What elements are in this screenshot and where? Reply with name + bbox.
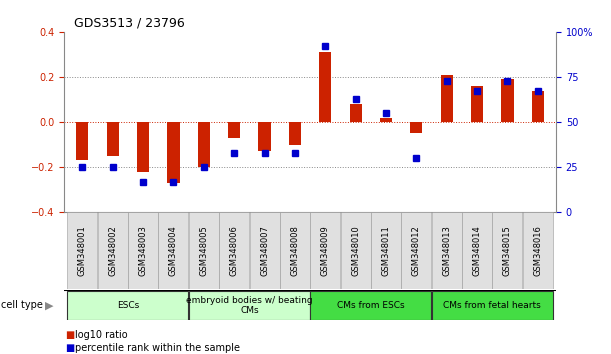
Bar: [189, 212, 219, 289]
Bar: [137, 122, 149, 172]
Bar: [462, 212, 492, 289]
Text: GDS3513 / 23796: GDS3513 / 23796: [74, 16, 185, 29]
Text: ▶: ▶: [45, 300, 53, 310]
Bar: [441, 75, 453, 122]
Bar: [401, 212, 431, 289]
Bar: [310, 291, 431, 320]
Bar: [319, 52, 331, 122]
Text: GSM348010: GSM348010: [351, 225, 360, 276]
Bar: [523, 212, 553, 289]
Bar: [76, 122, 89, 160]
Bar: [67, 212, 97, 289]
Text: GSM348016: GSM348016: [533, 225, 543, 276]
Bar: [249, 212, 280, 289]
Bar: [471, 86, 483, 122]
Text: GSM348007: GSM348007: [260, 225, 269, 276]
Bar: [349, 104, 362, 122]
Text: ESCs: ESCs: [117, 301, 139, 310]
Bar: [219, 212, 249, 289]
Bar: [492, 212, 522, 289]
Bar: [258, 122, 271, 152]
Bar: [410, 122, 422, 133]
Text: GSM348002: GSM348002: [108, 225, 117, 276]
Text: log10 ratio: log10 ratio: [75, 330, 127, 339]
Text: GSM348006: GSM348006: [230, 225, 239, 276]
Bar: [432, 212, 462, 289]
Text: GSM348013: GSM348013: [442, 225, 451, 276]
Bar: [158, 212, 188, 289]
Text: ■: ■: [65, 343, 75, 353]
Text: GSM348008: GSM348008: [290, 225, 299, 276]
Bar: [67, 291, 188, 320]
Bar: [167, 122, 180, 183]
Text: GSM348015: GSM348015: [503, 225, 512, 276]
Text: GSM348004: GSM348004: [169, 225, 178, 276]
Bar: [189, 291, 310, 320]
Bar: [198, 122, 210, 167]
Text: cell type: cell type: [1, 300, 43, 310]
Bar: [340, 212, 371, 289]
Bar: [280, 212, 310, 289]
Bar: [107, 122, 119, 156]
Bar: [98, 212, 128, 289]
Text: GSM348001: GSM348001: [78, 225, 87, 276]
Bar: [380, 118, 392, 122]
Text: ■: ■: [65, 330, 75, 339]
Bar: [502, 79, 513, 122]
Bar: [310, 212, 340, 289]
Text: GSM348014: GSM348014: [472, 225, 481, 276]
Text: CMs from ESCs: CMs from ESCs: [337, 301, 404, 310]
Text: GSM348012: GSM348012: [412, 225, 421, 276]
Bar: [228, 122, 240, 138]
Bar: [432, 291, 553, 320]
Bar: [532, 91, 544, 122]
Text: GSM348009: GSM348009: [321, 225, 330, 276]
Text: embryoid bodies w/ beating
CMs: embryoid bodies w/ beating CMs: [186, 296, 313, 315]
Bar: [371, 212, 401, 289]
Bar: [289, 122, 301, 145]
Text: GSM348011: GSM348011: [381, 225, 390, 276]
Bar: [128, 212, 158, 289]
Text: CMs from fetal hearts: CMs from fetal hearts: [444, 301, 541, 310]
Text: GSM348005: GSM348005: [199, 225, 208, 276]
Text: percentile rank within the sample: percentile rank within the sample: [75, 343, 240, 353]
Text: GSM348003: GSM348003: [139, 225, 148, 276]
